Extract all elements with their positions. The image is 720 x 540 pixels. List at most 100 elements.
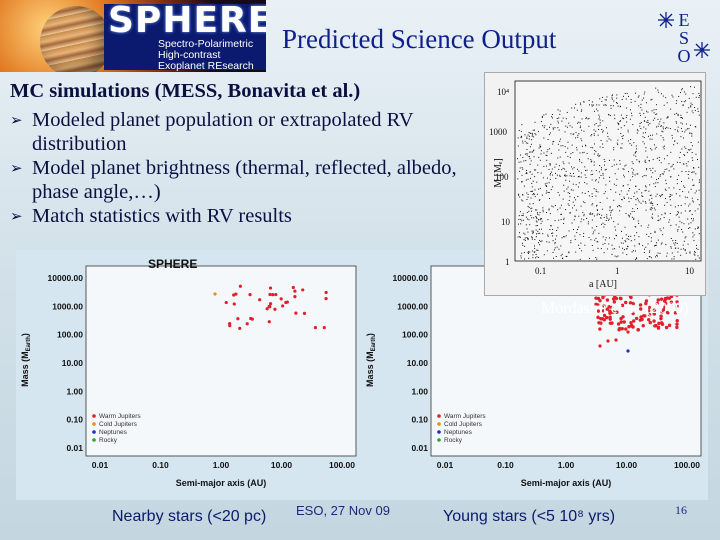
sim-dot (661, 173, 663, 175)
sim-dot (622, 138, 624, 140)
sim-dot (677, 251, 679, 253)
sim-dot (614, 238, 616, 240)
sim-dot (591, 105, 593, 107)
sim-dot (655, 109, 657, 111)
sim-dot (650, 237, 652, 239)
sim-dot (626, 115, 628, 117)
sim-dot (604, 239, 606, 241)
sim-dot (676, 179, 678, 181)
sim-dot (548, 208, 550, 210)
sim-dot (592, 249, 594, 251)
inset-x-tick: 1 (615, 266, 620, 276)
sim-dot (601, 96, 603, 98)
sim-dot (572, 152, 574, 154)
sim-dot (605, 168, 607, 170)
sim-dot (671, 137, 673, 139)
sim-dot (621, 230, 623, 232)
sim-dot (540, 219, 542, 221)
sim-dot (559, 174, 561, 176)
sim-dot (674, 113, 676, 115)
sim-dot (659, 252, 661, 254)
sim-dot (569, 192, 571, 194)
sim-dot (539, 199, 541, 201)
planet-point (620, 303, 625, 308)
sim-dot (583, 232, 585, 234)
sim-dot (563, 163, 565, 165)
sim-dot (665, 189, 667, 191)
planet-point (213, 292, 217, 296)
sim-dot (660, 196, 662, 198)
sim-dot (591, 134, 593, 136)
inset-y-tick: 10⁴ (497, 87, 509, 97)
sim-dot (606, 197, 608, 199)
sim-dot (549, 132, 551, 134)
planet-point (659, 314, 663, 318)
sim-dot (539, 244, 541, 246)
sim-dot (606, 248, 608, 250)
sim-dot (575, 103, 577, 105)
sim-dot (517, 158, 519, 160)
sim-dot (697, 141, 699, 143)
sim-dot (619, 120, 621, 122)
sim-dot (534, 239, 536, 241)
sim-dot (537, 249, 539, 251)
planet-point (640, 317, 644, 322)
sim-dot (657, 215, 659, 217)
sim-dot (536, 249, 538, 251)
sim-dot (552, 117, 554, 119)
sim-dot (684, 210, 686, 212)
sim-dot (530, 160, 532, 162)
sim-dot (555, 163, 557, 165)
sim-dot (636, 132, 638, 134)
inset-y-tick: 10 (501, 217, 511, 227)
sim-dot (675, 193, 677, 195)
sim-dot (610, 139, 612, 141)
sim-dot (569, 172, 571, 174)
sim-dot (555, 255, 557, 257)
sim-dot (698, 166, 700, 168)
sim-dot (541, 220, 543, 222)
sim-dot (655, 146, 657, 148)
sim-dot (594, 149, 596, 151)
sim-dot (537, 131, 539, 133)
sim-dot (623, 174, 625, 176)
x-tick-label: 100.00 (674, 460, 700, 470)
sim-dot (660, 118, 662, 120)
sim-dot (521, 167, 523, 169)
sim-dot (697, 108, 699, 110)
sim-dot (689, 252, 691, 254)
sim-dot (546, 212, 548, 214)
sim-dot (637, 96, 639, 98)
sim-dot (556, 174, 558, 176)
sim-dot (573, 116, 575, 118)
sim-dot (595, 190, 597, 192)
sim-dot (558, 219, 560, 221)
sim-dot (680, 122, 682, 124)
sim-dot (581, 118, 583, 120)
sim-dot (652, 167, 654, 169)
sim-dot (581, 109, 583, 111)
bullet-item: ➢ Match statistics with RV results (10, 204, 512, 228)
sim-dot (519, 170, 521, 172)
sim-dot (559, 113, 561, 115)
sim-dot (694, 109, 696, 111)
sim-dot (630, 139, 632, 141)
sim-dot (533, 251, 535, 253)
sim-dot (583, 215, 585, 217)
sim-dot (664, 188, 666, 190)
logo-line-1: Spectro-Polarimetric (158, 38, 254, 50)
planet-point (245, 322, 249, 326)
sim-dot (643, 93, 645, 95)
sim-dot (603, 104, 605, 106)
sim-dot (695, 126, 697, 128)
planet-point (655, 301, 659, 306)
planet-point (667, 323, 672, 328)
sim-dot (536, 218, 538, 220)
sim-dot (643, 143, 645, 145)
legend-marker (437, 430, 441, 434)
sim-dot (665, 198, 667, 200)
sim-dot (656, 104, 658, 106)
sim-dot (685, 147, 687, 149)
sim-dot (661, 130, 663, 132)
sim-dot (693, 166, 695, 168)
